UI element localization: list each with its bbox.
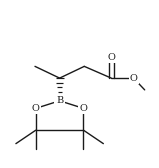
Text: O: O [80, 104, 87, 113]
Text: O: O [32, 104, 40, 113]
Text: O: O [130, 74, 138, 83]
Text: O: O [107, 53, 115, 62]
Text: B: B [56, 96, 63, 105]
